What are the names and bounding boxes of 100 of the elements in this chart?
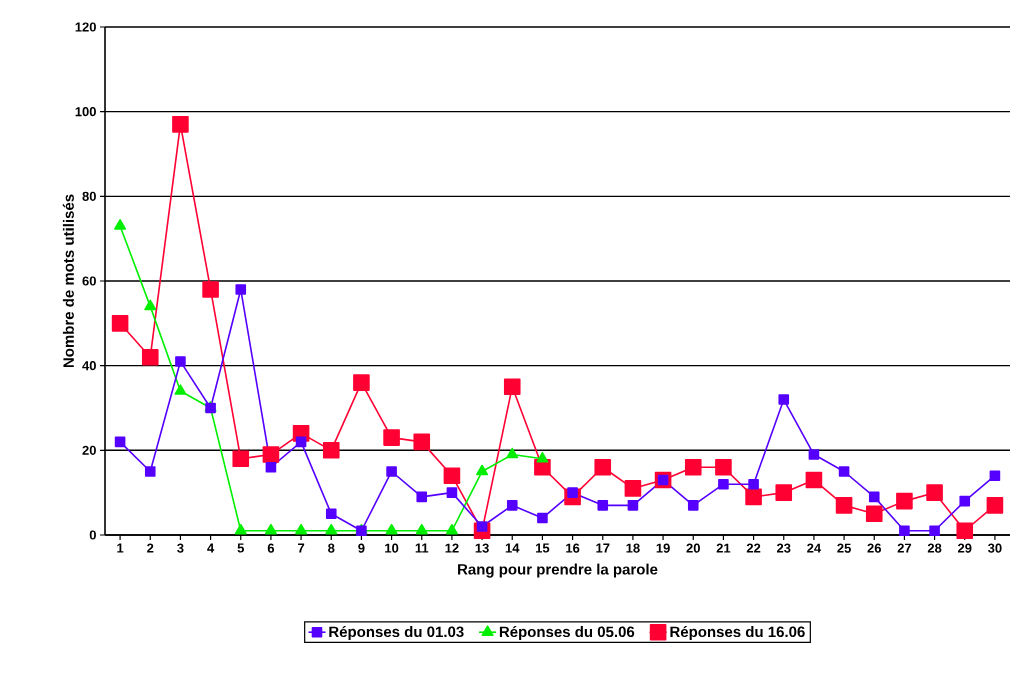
x-tick-label: 11 xyxy=(415,543,429,553)
point xyxy=(805,471,823,489)
point xyxy=(174,384,187,395)
point xyxy=(503,378,521,396)
x-tick-label: 21 xyxy=(716,543,731,553)
point xyxy=(232,450,250,468)
point xyxy=(506,447,519,459)
point xyxy=(715,458,732,476)
x-tick-label: 27 xyxy=(897,543,912,553)
x-tick-label: 12 xyxy=(445,543,459,553)
point xyxy=(175,356,186,367)
point xyxy=(476,521,488,532)
point xyxy=(865,505,883,523)
x-tick-label: 9 xyxy=(358,543,365,553)
point xyxy=(322,442,340,459)
y-tick-label: 40 xyxy=(82,361,96,371)
point xyxy=(144,466,156,477)
point xyxy=(383,429,400,446)
point xyxy=(896,492,913,510)
point xyxy=(265,461,277,473)
point xyxy=(838,466,850,477)
point xyxy=(295,436,307,448)
point xyxy=(835,497,853,514)
y-tick-label: 20 xyxy=(82,445,96,455)
x-tick-label: 7 xyxy=(298,543,305,553)
x-tick-label: 17 xyxy=(596,543,610,553)
point xyxy=(506,500,518,511)
x-tick-label: 5 xyxy=(237,543,245,553)
point xyxy=(144,299,157,311)
y-tick-label: 0 xyxy=(89,530,96,540)
point xyxy=(386,466,397,477)
point xyxy=(745,488,762,506)
point xyxy=(537,512,548,524)
point xyxy=(536,451,549,463)
point xyxy=(325,508,337,520)
point xyxy=(443,467,461,485)
point xyxy=(868,491,880,503)
x-tick-label: 3 xyxy=(177,543,184,553)
legend-label: Réponses du 16.06 xyxy=(670,625,805,641)
y-tick-label: 120 xyxy=(75,22,96,32)
x-tick-label: 4 xyxy=(207,543,215,553)
point xyxy=(234,523,247,535)
x-tick-label: 30 xyxy=(987,543,1002,553)
point xyxy=(718,478,729,490)
point xyxy=(295,523,308,535)
point xyxy=(385,523,398,535)
point xyxy=(926,484,943,501)
x-tick-label: 16 xyxy=(566,543,580,553)
point xyxy=(446,487,458,498)
x-tick-label: 2 xyxy=(147,543,154,553)
x-tick-label: 13 xyxy=(475,543,489,553)
point xyxy=(748,478,759,490)
point xyxy=(415,523,428,535)
y-tick-label: 100 xyxy=(75,107,96,117)
x-tick-label: 6 xyxy=(267,543,275,553)
legend-label: Réponses du 01.03 xyxy=(329,625,464,641)
x-tick-label: 10 xyxy=(385,543,399,553)
point xyxy=(597,500,609,511)
point xyxy=(624,480,642,497)
x-tick-label: 1 xyxy=(117,543,124,553)
point xyxy=(413,433,431,451)
point xyxy=(114,436,126,448)
point xyxy=(929,525,940,537)
y-axis-title: Nombre de mots utilisés xyxy=(62,194,74,368)
point xyxy=(353,374,370,391)
x-tick-label: 14 xyxy=(505,543,520,553)
point xyxy=(325,523,338,535)
point xyxy=(264,523,277,535)
x-tick-label: 18 xyxy=(626,543,640,553)
legend-label: Réponses du 05.06 xyxy=(499,625,635,641)
point xyxy=(687,500,699,511)
point xyxy=(956,522,974,540)
point xyxy=(989,470,1001,482)
point xyxy=(594,458,612,476)
point xyxy=(111,315,129,332)
x-tick-label: 19 xyxy=(656,543,670,553)
point xyxy=(445,523,458,535)
x-tick-label: 28 xyxy=(927,543,942,553)
y-tick-label: 80 xyxy=(82,191,96,201)
point xyxy=(986,497,1004,514)
x-axis-title: Rang pour prendre la parole xyxy=(458,563,658,578)
point xyxy=(684,458,702,476)
point xyxy=(778,394,790,405)
point xyxy=(262,446,280,463)
x-tick-label: 25 xyxy=(837,543,851,553)
point xyxy=(959,495,971,507)
point xyxy=(141,348,159,366)
point xyxy=(567,487,578,498)
point xyxy=(627,500,639,511)
x-tick-label: 15 xyxy=(536,543,550,553)
x-tick-label: 22 xyxy=(746,543,761,553)
point xyxy=(775,484,793,501)
point xyxy=(172,116,189,133)
x-tick-label: 8 xyxy=(328,543,335,553)
point xyxy=(416,491,428,503)
x-tick-label: 29 xyxy=(957,543,972,553)
point xyxy=(808,449,820,460)
point xyxy=(235,284,247,295)
point xyxy=(899,525,910,537)
point xyxy=(476,464,489,476)
